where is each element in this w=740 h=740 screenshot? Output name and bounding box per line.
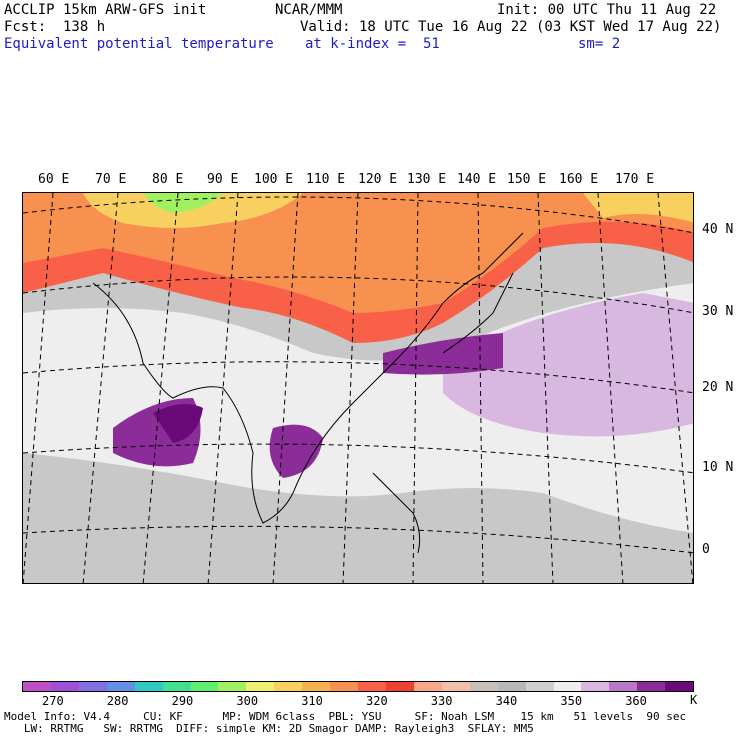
colorbar-swatch: [23, 682, 51, 691]
coastline-japan: [442, 272, 514, 354]
lat-label: 30 N: [702, 304, 734, 319]
colorbar-label: 310: [301, 694, 323, 708]
valid-time: Valid: 18 UTC Tue 16 Aug 22 (03 KST Wed …: [300, 19, 722, 35]
lon-label: 170 E: [615, 172, 655, 187]
colorbar-swatch: [218, 682, 247, 691]
colorbar-swatch: [274, 682, 303, 691]
colorbar-label: 340: [495, 694, 518, 708]
model-info-line1: Model Info: V4.4 CU: KF MP: WDM 6class P…: [4, 710, 687, 723]
smoothing-label: sm= 2: [578, 36, 621, 52]
colorbar-swatch: [525, 682, 554, 691]
graticule: [23, 193, 693, 583]
model-info-line2: LW: RRTMG SW: RRTMG DIFF: simple KM: 2D …: [4, 722, 534, 735]
colorbar-swatch: [469, 682, 498, 691]
lon-label: 120 E: [358, 172, 398, 187]
colorbar-label: 330: [430, 694, 453, 708]
colorbar-swatch: [441, 682, 470, 691]
coastline-asia: [92, 232, 524, 524]
coastline-philippines: [372, 472, 421, 554]
colorbar-swatch: [385, 682, 414, 691]
colorbar-swatch: [665, 682, 694, 691]
colorbar-swatch: [50, 682, 79, 691]
colorbar-swatch: [106, 682, 135, 691]
warm-patch-northeast: [583, 193, 693, 223]
colorbar-swatch: [553, 682, 582, 691]
colorbar-swatch: [302, 682, 331, 691]
lon-label: 150 E: [507, 172, 547, 187]
cool-patch-central-asia: [143, 193, 223, 213]
forecast-hour: Fcst: 138 h: [4, 19, 106, 35]
colorbar-label: 320: [366, 694, 388, 708]
level-label: at k-index = 51: [305, 36, 440, 52]
colorbar-unit: K: [690, 693, 698, 707]
lat-label: 40 N: [702, 222, 734, 237]
high-theta-pacific: [443, 293, 693, 437]
colorbar-swatch: [497, 682, 526, 691]
colorbar-swatch: [78, 682, 107, 691]
lon-label: 100 E: [254, 172, 294, 187]
map-canvas: [23, 193, 693, 583]
lon-label: 70 E: [95, 172, 127, 187]
colorbar-swatch: [134, 682, 163, 691]
lon-label: 60 E: [38, 172, 70, 187]
colorbar-label: 300: [236, 694, 259, 708]
init-time: Init: 00 UTC Thu 11 Aug 22: [497, 2, 717, 18]
high-theta-band-japan: [383, 333, 503, 375]
colorbar: [22, 681, 694, 692]
lon-label: 160 E: [559, 172, 599, 187]
colorbar-label: 270: [42, 694, 64, 708]
high-theta-south-china-sea: [269, 424, 323, 478]
colorbar-swatch: [413, 682, 442, 691]
lon-label: 140 E: [457, 172, 497, 187]
warm-band-core: [83, 193, 303, 228]
lon-label: 130 E: [407, 172, 447, 187]
colorbar-swatch: [358, 682, 386, 691]
lat-label: 0: [702, 542, 710, 557]
equivalent-potential-temperature-map: [22, 192, 694, 584]
colorbar-swatch: [190, 682, 219, 691]
colorbar-swatch: [330, 682, 359, 691]
colorbar-label: 350: [560, 694, 583, 708]
colorbar-swatch: [637, 682, 666, 691]
lat-label: 20 N: [702, 380, 734, 395]
lat-label: 10 N: [702, 460, 734, 475]
model-title: ACCLIP 15km ARW-GFS init: [4, 2, 207, 18]
colorbar-label: 290: [171, 694, 194, 708]
peak-theta-bay-of-bengal: [153, 404, 203, 443]
colorbar-swatch: [609, 682, 638, 691]
institution-label: NCAR/MMM: [275, 2, 343, 18]
colorbar-swatch: [246, 682, 275, 691]
colorbar-label: 360: [625, 694, 647, 708]
lon-label: 90 E: [207, 172, 239, 187]
colorbar-swatch: [581, 682, 610, 691]
field-name: Equivalent potential temperature: [4, 36, 274, 52]
colorbar-swatch: [162, 682, 191, 691]
colorbar-label: 280: [106, 694, 129, 708]
lon-label: 80 E: [152, 172, 184, 187]
lon-label: 110 E: [306, 172, 346, 187]
